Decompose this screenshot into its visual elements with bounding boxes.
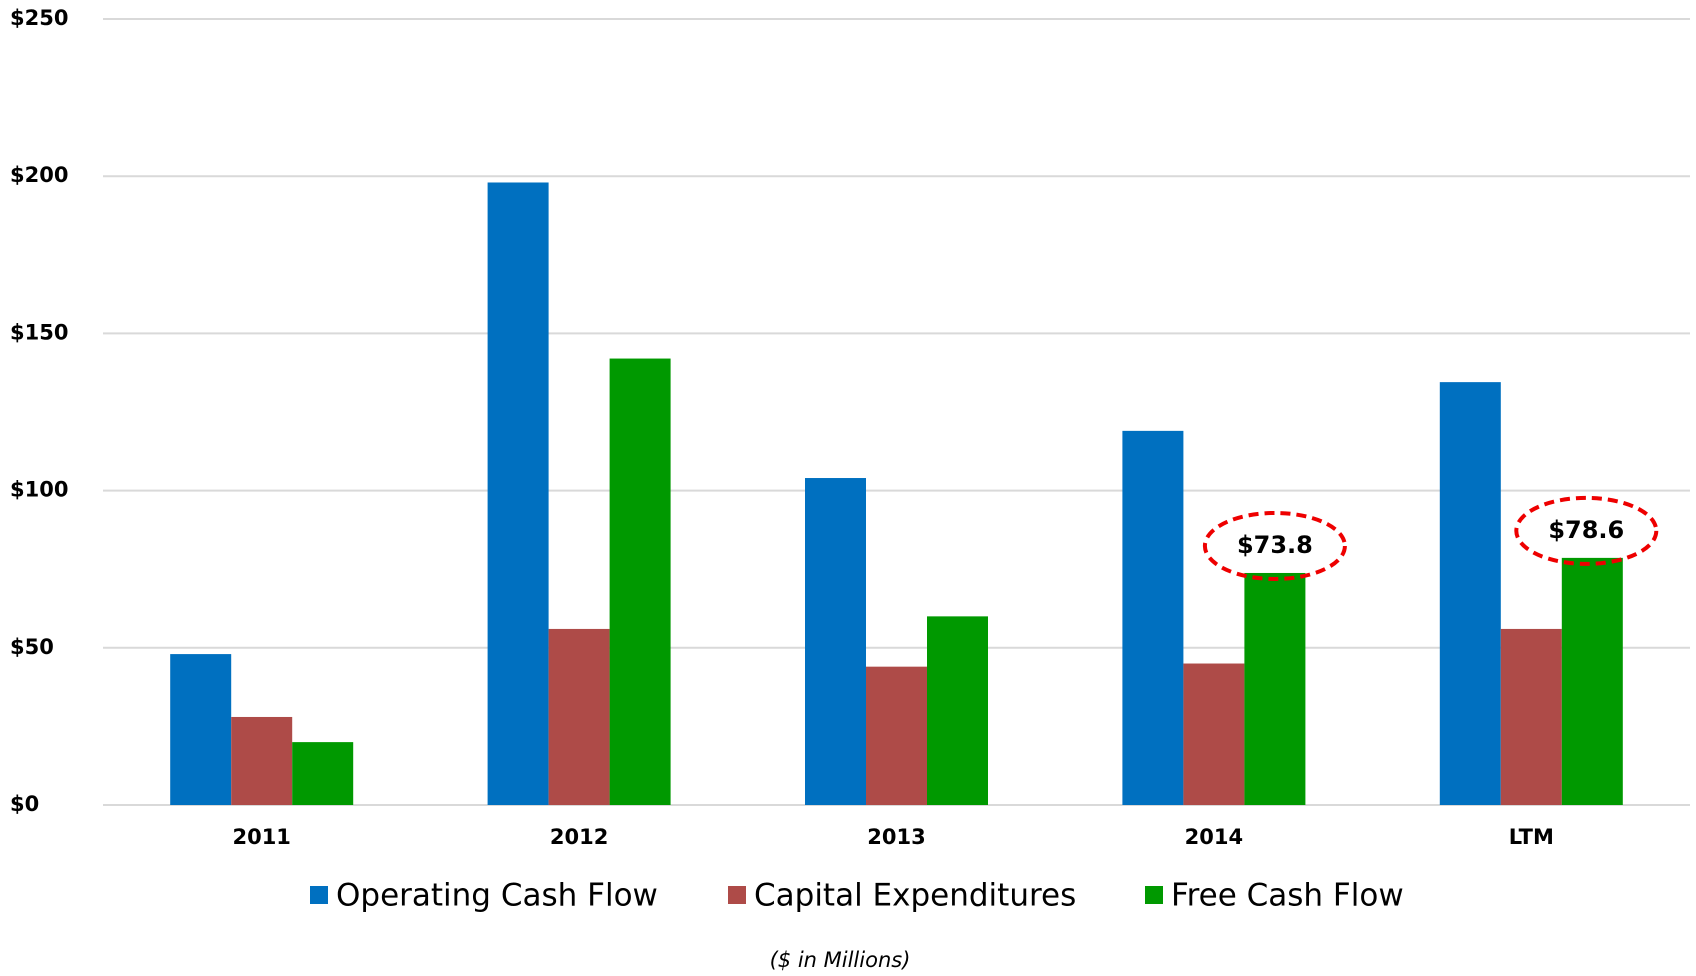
bar: [170, 654, 232, 805]
bar: [1500, 628, 1562, 805]
y-tick-label: $50: [10, 635, 54, 659]
value-label: $73.8: [1237, 531, 1313, 559]
x-tick-label: 2012: [550, 825, 608, 849]
legend-swatch: [1145, 886, 1163, 904]
y-tick-label: $250: [10, 6, 68, 30]
y-tick-label: $0: [10, 792, 39, 816]
note: ($ in Millions): [770, 948, 911, 972]
bar: [487, 182, 549, 805]
legend-swatch: [310, 886, 328, 904]
bar: [805, 478, 866, 805]
bar: [866, 666, 927, 805]
legend-label: Free Cash Flow: [1171, 878, 1404, 914]
x-tick-label: LTM: [1509, 825, 1554, 849]
bar: [1244, 572, 1306, 805]
legend-label: Operating Cash Flow: [336, 878, 658, 914]
x-tick-label: 2011: [232, 825, 290, 849]
bar: [1122, 430, 1184, 805]
y-tick-label: $150: [10, 320, 68, 344]
bar: [231, 716, 293, 805]
bar: [1561, 557, 1623, 805]
bar: [548, 628, 610, 805]
bar: [927, 616, 988, 805]
y-tick-label: $100: [10, 478, 68, 502]
value-label: $78.6: [1548, 516, 1624, 544]
legend-label: Capital Expenditures: [754, 878, 1076, 914]
label-highlight: [1202, 510, 1347, 581]
x-tick-label: 2013: [867, 825, 925, 849]
x-tick-label: 2014: [1185, 825, 1243, 849]
bar: [292, 742, 354, 805]
label-highlight: [1514, 495, 1659, 566]
bar: [1439, 382, 1501, 805]
legend-swatch: [728, 886, 746, 904]
y-tick-label: $200: [10, 163, 68, 187]
bar: [609, 358, 671, 805]
bar: [1183, 663, 1245, 805]
